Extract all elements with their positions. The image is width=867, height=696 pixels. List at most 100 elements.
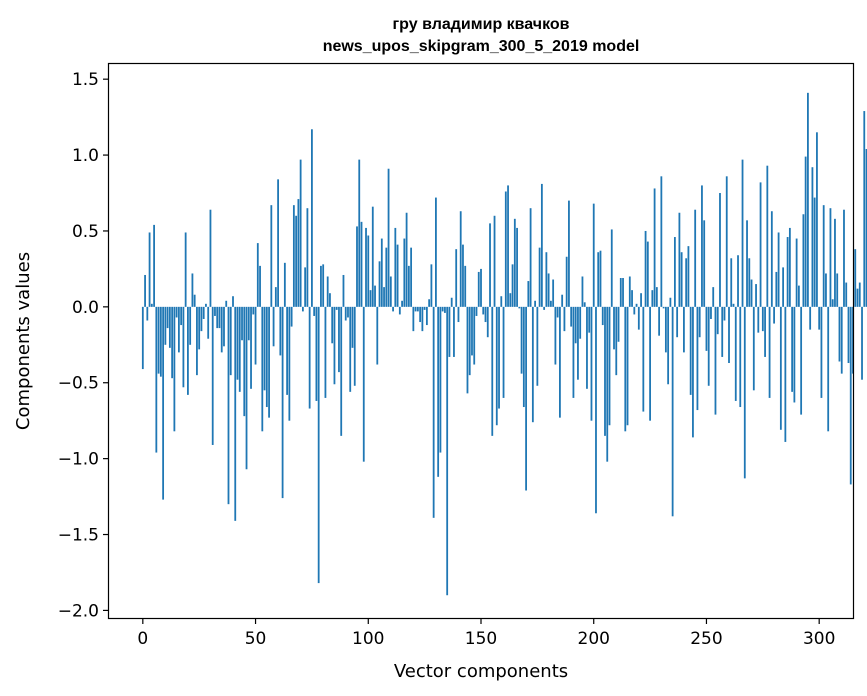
bar — [184, 232, 187, 307]
bar — [671, 306, 674, 517]
bar — [827, 306, 830, 432]
bar — [676, 306, 679, 338]
bar — [471, 306, 473, 356]
bar — [843, 209, 845, 307]
bar — [187, 306, 189, 395]
bar — [583, 302, 586, 307]
bar — [173, 306, 176, 432]
bar — [807, 92, 809, 307]
bar — [619, 278, 622, 307]
y-tick-label: 0.5 — [72, 222, 99, 242]
bar — [407, 265, 410, 307]
bar — [712, 287, 715, 307]
bar — [667, 306, 670, 385]
bar — [211, 306, 214, 445]
bar — [554, 306, 557, 365]
bar — [750, 279, 753, 307]
bar — [761, 306, 764, 332]
bar — [777, 232, 780, 307]
bar — [520, 306, 523, 374]
bar — [342, 274, 345, 307]
bar — [349, 306, 352, 392]
bar — [464, 265, 467, 307]
bar — [714, 306, 717, 415]
bar — [678, 212, 681, 307]
bar — [651, 290, 654, 307]
bar — [516, 227, 518, 307]
bar — [168, 306, 171, 348]
bar — [570, 306, 573, 327]
bar — [378, 261, 381, 307]
bar — [669, 297, 672, 307]
bar — [164, 306, 167, 345]
bar — [344, 306, 347, 321]
y-tick-label: 0.0 — [72, 298, 99, 318]
bar — [649, 306, 651, 421]
bar — [486, 306, 489, 338]
bar — [764, 306, 766, 357]
bar — [489, 223, 491, 307]
bar — [502, 306, 505, 398]
bar — [286, 306, 289, 395]
bar — [642, 306, 645, 412]
bar — [200, 306, 203, 332]
bar — [482, 306, 485, 315]
bar — [730, 258, 733, 307]
bar — [317, 306, 320, 584]
bar — [311, 129, 313, 307]
bar — [425, 306, 428, 326]
bar — [256, 243, 259, 307]
bar — [356, 226, 358, 307]
bar — [739, 306, 742, 408]
bar — [477, 271, 480, 307]
bar — [335, 306, 338, 310]
bar — [304, 267, 307, 307]
bar — [218, 306, 221, 329]
bar — [277, 179, 279, 307]
bar — [646, 241, 649, 307]
bar — [588, 306, 591, 333]
bar — [191, 273, 194, 307]
bar — [444, 306, 446, 313]
bar — [581, 276, 584, 307]
chart-title-line-2: news_upos_skipgram_300_5_2019 model — [323, 38, 640, 55]
bar — [552, 279, 555, 307]
bar — [782, 267, 785, 307]
bar — [820, 306, 823, 398]
bar — [728, 306, 730, 364]
bar — [247, 306, 250, 341]
bar — [791, 306, 794, 392]
bar — [734, 306, 737, 401]
bar — [313, 306, 316, 316]
bar — [245, 306, 248, 470]
bar — [628, 276, 631, 307]
bar — [202, 306, 205, 319]
bar — [804, 156, 807, 307]
bar — [622, 278, 624, 307]
bar — [716, 306, 719, 335]
bar — [653, 188, 656, 307]
bar — [689, 306, 692, 395]
bar — [398, 306, 401, 315]
x-tick-label: 250 — [690, 629, 722, 649]
bar — [768, 306, 771, 398]
x-tick-label: 200 — [578, 629, 610, 649]
x-axis-label: Vector components — [394, 661, 568, 682]
bar — [732, 303, 735, 307]
bar — [171, 306, 174, 379]
bar — [396, 244, 399, 307]
bar — [297, 199, 300, 307]
bar — [358, 159, 361, 307]
bar — [441, 306, 444, 312]
x-tick-label: 150 — [465, 629, 497, 649]
bar — [155, 306, 158, 453]
y-tick-label: −1.5 — [58, 526, 99, 546]
bar — [849, 306, 852, 485]
bar — [779, 306, 782, 430]
bar — [439, 306, 442, 453]
bar — [549, 300, 552, 307]
bar — [613, 306, 615, 350]
bar — [710, 306, 712, 319]
bar — [306, 208, 309, 307]
bar — [664, 306, 667, 353]
